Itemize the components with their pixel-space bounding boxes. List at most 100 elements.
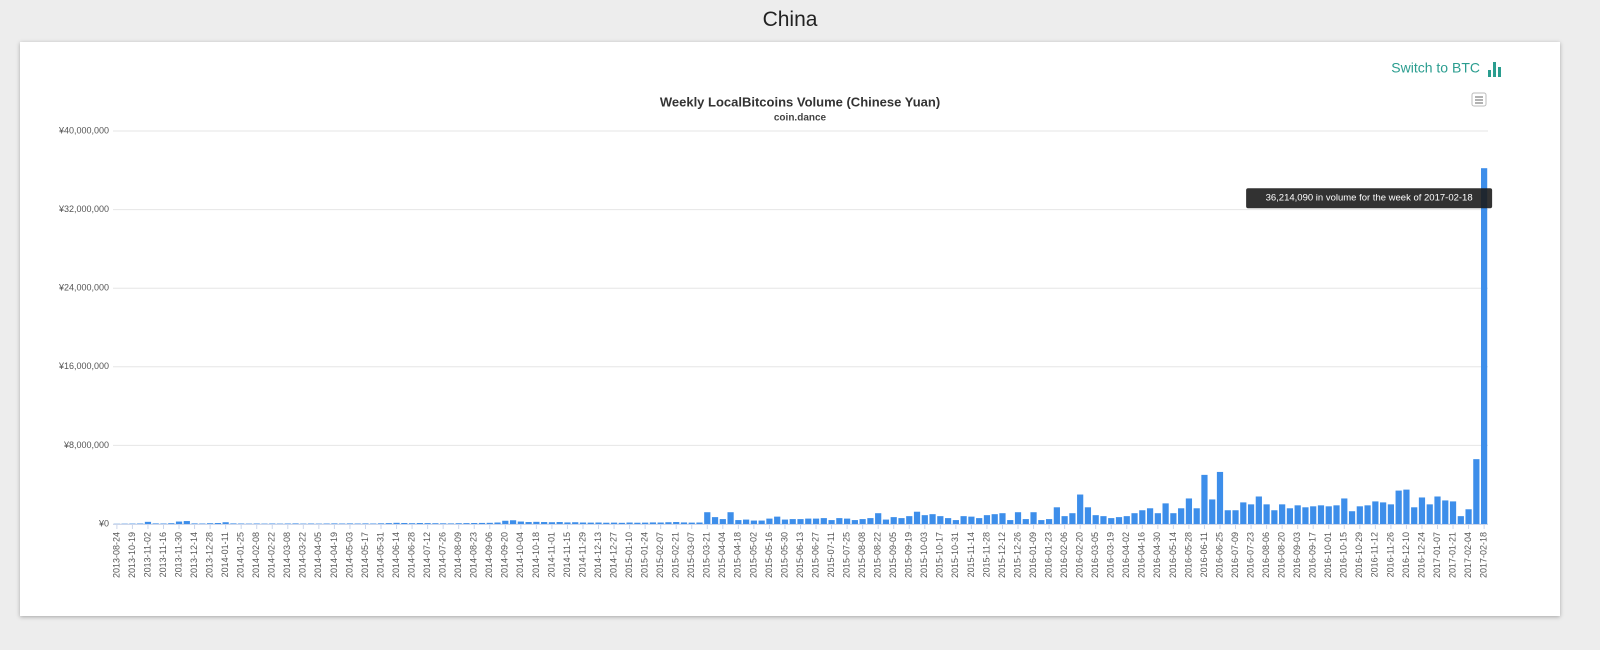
bar <box>657 522 664 524</box>
x-tick-label: 2014-12-27 <box>608 532 618 578</box>
x-tick-label: 2015-03-07 <box>686 532 696 578</box>
x-tick-label: 2015-09-05 <box>888 532 898 578</box>
bar <box>906 516 913 524</box>
x-tick-label: 2015-04-18 <box>733 532 743 578</box>
x-tick-label: 2015-12-12 <box>997 532 1007 578</box>
x-tick-label: 2016-10-29 <box>1354 532 1364 578</box>
bar <box>1364 505 1371 524</box>
bar <box>851 520 858 524</box>
x-tick-label: 2015-05-16 <box>764 532 774 578</box>
x-tick-label: 2015-08-08 <box>857 532 867 578</box>
x-tick-label: 2016-06-11 <box>1199 532 1209 577</box>
bar <box>230 523 237 524</box>
bar <box>1131 513 1138 524</box>
bar <box>983 515 991 524</box>
bar <box>952 520 959 524</box>
bar <box>1201 474 1208 524</box>
x-tick-label: 2014-11-15 <box>562 532 572 577</box>
bar <box>1325 506 1332 524</box>
bar <box>1053 507 1060 524</box>
x-tick-label: 2015-11-28 <box>981 532 991 577</box>
x-tick-label: 2014-01-25 <box>236 532 246 578</box>
bar <box>1030 512 1037 524</box>
bar <box>766 518 773 524</box>
x-tick-label: 2016-11-12 <box>1370 532 1380 577</box>
tooltip: 36,214,090 in volume for the week of 201… <box>1246 188 1493 209</box>
tooltip-text: 36,214,090 in volume for the week of 201… <box>1266 193 1473 204</box>
bar <box>385 523 392 524</box>
x-tick-label: 2014-04-19 <box>329 532 339 578</box>
bar <box>533 521 540 524</box>
chart-title: Weekly LocalBitcoins Volume (Chinese Yua… <box>660 94 940 109</box>
y-tick-label: ¥8,000,000 <box>63 440 109 450</box>
bar <box>618 522 625 524</box>
bar <box>898 518 905 524</box>
bar <box>711 517 719 524</box>
bar <box>960 516 967 524</box>
x-tick-label: 2015-01-10 <box>624 532 634 578</box>
x-tick-label: 2013-12-14 <box>189 532 199 578</box>
switch-link[interactable]: Switch to BTC <box>1391 60 1480 76</box>
x-tick-label: 2014-09-06 <box>484 532 494 578</box>
bar <box>1209 499 1216 524</box>
x-tick-label: 2013-08-24 <box>111 532 121 578</box>
y-tick-label: ¥0 <box>98 518 109 528</box>
bar <box>1302 507 1309 524</box>
x-tick-label: 2015-10-17 <box>935 532 945 578</box>
switch-icon[interactable] <box>1488 62 1501 77</box>
bar <box>1449 501 1457 524</box>
bar <box>603 522 610 524</box>
bar <box>968 516 975 524</box>
bar <box>944 518 952 524</box>
bar <box>556 522 563 524</box>
bar <box>1115 517 1123 524</box>
bar <box>587 522 594 524</box>
bar <box>1139 510 1146 524</box>
y-tick-label: ¥32,000,000 <box>58 204 109 214</box>
x-tick-label: 2015-04-04 <box>717 532 727 578</box>
x-tick-label: 2015-09-19 <box>904 532 914 578</box>
bar <box>525 522 532 524</box>
chart-card: Switch to BTC Weekly LocalBitcoins Volum… <box>20 42 1560 616</box>
x-tick-label: 2016-04-02 <box>1121 532 1131 578</box>
bar <box>774 516 781 524</box>
bar <box>1084 507 1092 524</box>
bar <box>579 522 587 524</box>
bar <box>1411 507 1418 524</box>
bar <box>292 523 299 524</box>
x-tick-label: 2015-05-30 <box>779 532 789 578</box>
bar <box>882 519 890 524</box>
bar <box>1263 504 1270 524</box>
page-title: China <box>762 8 818 31</box>
bar <box>999 513 1006 524</box>
bar <box>1185 498 1193 524</box>
bar <box>828 520 835 524</box>
bar <box>1014 512 1022 524</box>
bar <box>758 520 765 524</box>
bar <box>346 523 354 524</box>
bar <box>191 523 198 524</box>
menu-button[interactable] <box>1471 92 1487 107</box>
bar <box>1123 516 1130 524</box>
x-tick-label: 2016-05-14 <box>1168 532 1178 578</box>
x-tick-label: 2015-03-21 <box>702 532 712 578</box>
bar <box>634 522 641 524</box>
x-tick-label: 2014-05-31 <box>375 532 385 578</box>
x-tick-label: 2015-05-02 <box>748 532 758 578</box>
x-tick-label: 2015-01-24 <box>640 532 650 578</box>
bar <box>789 519 796 524</box>
bar <box>214 523 221 524</box>
x-tick-label: 2014-06-14 <box>391 532 401 578</box>
bar <box>408 523 416 524</box>
x-tick-label: 2013-11-16 <box>158 532 168 577</box>
bar <box>401 523 408 524</box>
bar <box>1294 505 1301 524</box>
x-tick-label: 2014-12-13 <box>593 532 603 578</box>
bar <box>1457 516 1464 524</box>
bar <box>727 512 734 524</box>
bar <box>913 511 921 524</box>
x-tick-label: 2015-10-03 <box>919 532 929 578</box>
bar <box>743 519 750 524</box>
x-tick-label: 2017-02-04 <box>1463 532 1473 578</box>
x-tick-label: 2014-06-28 <box>406 532 416 578</box>
